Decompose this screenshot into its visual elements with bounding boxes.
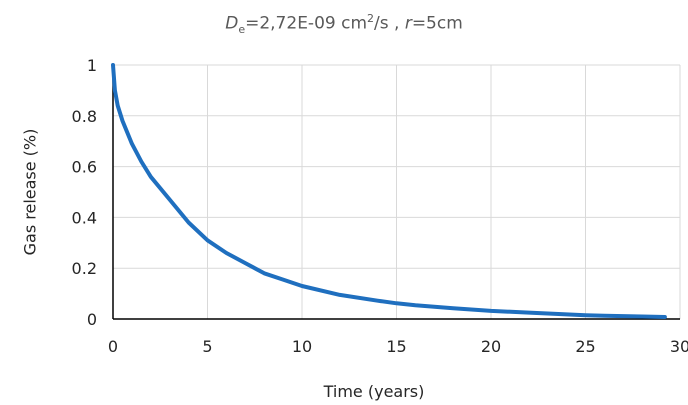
x-tick-label: 10 [292,337,312,356]
title-d-symbol: D [225,13,239,34]
y-axis-title: Gas release (%) [20,128,40,256]
x-tick-label: 0 [108,337,118,356]
title-r-value: =5cm [411,13,463,34]
y-tick-label: 1 [87,56,97,75]
x-tick-label: 30 [670,337,688,356]
x-axis-title: Time (years) [323,382,425,401]
title-d-subscript: e [238,23,246,37]
x-tick-label: 25 [575,337,595,356]
title-unit-tail: /s , [374,13,405,34]
x-tick-label: 5 [202,337,212,356]
y-tick-label: 0.2 [72,259,97,278]
title-d-value: =2,72E-09 cm [245,13,368,34]
chart-title: De=2,72E-09 cm2/s , r=5cm [0,12,688,36]
x-tick-label: 15 [386,337,406,356]
title-r-symbol: r [404,13,412,34]
series-line [111,63,667,319]
title-unit-exponent: 2 [367,12,375,25]
y-tick-label: 0 [87,310,97,329]
y-tick-label: 0.6 [72,158,97,177]
x-tick-label: 20 [481,337,501,356]
y-tick-label: 0.8 [72,107,97,126]
y-tick-label: 0.4 [72,208,97,227]
